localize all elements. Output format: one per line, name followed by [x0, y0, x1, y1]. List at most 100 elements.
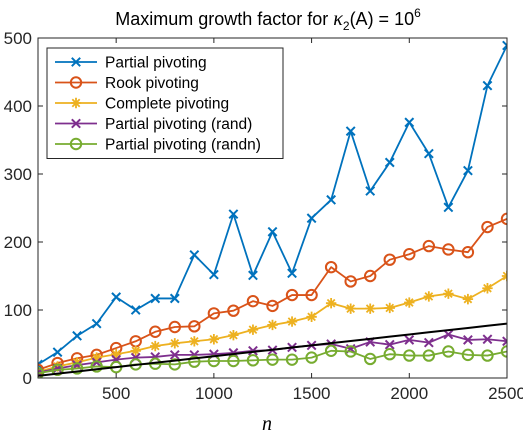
series-0-point-2 [72, 330, 82, 341]
series-4-point-12 [266, 353, 279, 366]
series-2-point-3 [91, 352, 102, 363]
x-tick-label-0: 500 [102, 384, 130, 403]
series-0-point-18 [384, 157, 395, 168]
series-4-point-7 [168, 358, 181, 371]
series-0 [38, 40, 507, 370]
series-1-point-19 [403, 248, 416, 261]
series-4-point-13 [285, 353, 299, 366]
legend-label-1: Rook pivoting [105, 75, 199, 92]
series-0-point-13 [287, 268, 297, 279]
legend-label-4: Partial pivoting (randn) [105, 137, 261, 154]
series-2-point-17 [365, 303, 376, 314]
legend-label-2: Complete pivoting [105, 96, 229, 113]
series-2-point-12 [267, 319, 278, 331]
series-4-point-3 [90, 360, 103, 373]
legend-marker-1 [69, 76, 83, 89]
series-4-point-14 [305, 351, 318, 364]
series-2-point-13 [286, 316, 298, 327]
series-2-point-7 [169, 338, 180, 349]
series-0-point-16 [345, 126, 356, 137]
series-4-point-15 [324, 344, 338, 357]
series-1-point-16 [344, 275, 357, 288]
series-0-point-21 [443, 202, 454, 213]
series-0-point-9 [208, 269, 219, 280]
x-tick-label-2: 1500 [293, 384, 331, 403]
series-2-point-23 [482, 283, 493, 294]
series-3-point-23 [482, 334, 493, 345]
series-3-point-19 [404, 335, 415, 345]
x-tick-label-3: 2000 [390, 384, 428, 403]
series-0-point-22 [463, 165, 473, 176]
series-2-point-21 [443, 288, 454, 299]
series-3-point-20 [423, 337, 434, 348]
x-tick-label-4: 2500 [488, 384, 523, 403]
series-1-point-14 [305, 288, 318, 302]
series-0-point-10 [228, 209, 239, 220]
series-line-5 [38, 322, 507, 377]
series-3-point-22 [463, 335, 473, 345]
series-1-point-13 [285, 288, 299, 302]
series-2-point-5 [130, 345, 141, 356]
series-0-point-23 [482, 80, 493, 91]
series-1-point-18 [383, 253, 396, 266]
series-2-point-14 [306, 311, 317, 322]
x-tick-label-1: 1000 [195, 384, 233, 403]
series-2-point-4 [110, 349, 122, 360]
series-4-point-0 [38, 367, 45, 378]
series-2-point-9 [208, 334, 220, 345]
legend-marker-0 [71, 57, 81, 67]
series-1-point-15 [324, 260, 338, 274]
series-2-point-10 [228, 329, 239, 341]
series-1-point-10 [227, 304, 240, 317]
series-0-point-3 [91, 318, 102, 329]
series-0-point-17 [365, 186, 376, 196]
series-0-point-20 [423, 148, 434, 159]
series-4-point-22 [461, 348, 475, 362]
series-2-point-11 [247, 324, 259, 335]
axes-box [37, 37, 508, 379]
series-2-point-16 [345, 303, 356, 314]
series-3-point-24 [502, 336, 507, 347]
series-1-point-12 [266, 299, 279, 313]
y-tick-label-5: 500 [4, 29, 32, 48]
legend-marker-2 [70, 97, 82, 109]
series-5 [38, 322, 507, 377]
legend: Partial pivoting Rook pivoting Complete pi… [46, 47, 284, 159]
series-3-point-7 [169, 349, 180, 360]
series-2-point-8 [189, 336, 200, 347]
y-tick-label-2: 200 [4, 233, 32, 252]
series-0-point-5 [130, 305, 141, 315]
series-0-point-19 [404, 117, 415, 128]
series-4-point-18 [383, 348, 396, 361]
series-1-point-17 [364, 269, 377, 283]
legend-label-0: Partial pivoting [105, 55, 207, 72]
series-3-point-3 [91, 357, 102, 368]
series-0-point-4 [111, 292, 122, 302]
legend-marker-4 [69, 137, 83, 151]
series-2-point-18 [384, 302, 395, 314]
series-1-point-20 [422, 239, 436, 253]
x-axis-label: n [262, 413, 272, 434]
series-1-point-23 [481, 220, 494, 234]
series-1-point-9 [207, 307, 221, 320]
legend-marker-3 [71, 118, 81, 129]
series-0-point-11 [248, 270, 258, 281]
series-3-point-11 [248, 345, 258, 356]
series-0-point-14 [306, 213, 317, 224]
chart-title: Maximum growth factor for κ2(A) = 106 [115, 6, 421, 33]
series-0-point-24 [502, 40, 507, 51]
series-0-point-12 [267, 226, 278, 237]
legend-label-3: Partial pivoting (rand) [105, 116, 252, 133]
series-1-point-11 [246, 294, 260, 308]
y-tick-label-4: 400 [4, 97, 32, 116]
series-0-point-6 [150, 293, 161, 304]
series-4-point-11 [246, 354, 260, 367]
series-1-point-21 [442, 243, 455, 256]
series-2-point-6 [150, 340, 161, 352]
series-4-point-23 [481, 349, 494, 362]
series-1-point-6 [149, 325, 162, 338]
series-0-point-15 [326, 194, 337, 205]
series-2-point-15 [325, 298, 337, 309]
